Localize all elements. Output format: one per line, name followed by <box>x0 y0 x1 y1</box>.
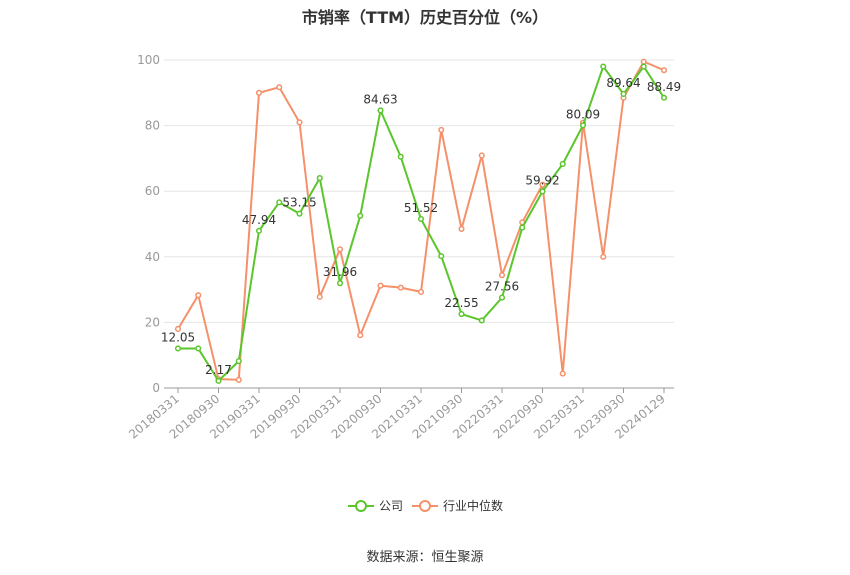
data-point-company[interactable] <box>539 188 546 195</box>
data-point-company[interactable] <box>397 153 404 160</box>
data-point-company[interactable] <box>276 199 283 206</box>
data-label: 89.64 <box>606 76 640 90</box>
y-tick-label-20: 20 <box>145 315 160 329</box>
data-label: 27.56 <box>485 280 519 294</box>
data-source: 数据来源：恒生聚源 <box>366 550 484 565</box>
data-label: 59.92 <box>525 173 559 187</box>
data-point-industry[interactable] <box>498 272 506 279</box>
data-label: 51.52 <box>404 201 438 215</box>
data-point-company[interactable] <box>660 94 668 101</box>
data-point-industry[interactable] <box>660 67 668 74</box>
data-point-company[interactable] <box>600 63 607 70</box>
legend-marker-company <box>355 500 367 512</box>
data-point-company[interactable] <box>255 227 263 234</box>
data-point-company[interactable] <box>417 215 425 223</box>
data-point-company[interactable] <box>195 345 202 352</box>
data-point-company[interactable] <box>316 175 323 182</box>
data-point-company[interactable] <box>620 90 627 98</box>
data-point-industry[interactable] <box>276 84 283 91</box>
data-point-company[interactable] <box>174 345 182 352</box>
data-label: 80.09 <box>566 107 600 121</box>
data-point-industry[interactable] <box>438 126 445 133</box>
legend-label-industry: 行业中位数 <box>443 498 503 513</box>
data-point-industry[interactable] <box>458 225 465 232</box>
legend-item-industry[interactable]: 行业中位数 <box>412 498 503 513</box>
data-point-company[interactable] <box>336 280 344 287</box>
data-point-company[interactable] <box>640 63 647 70</box>
data-point-company[interactable] <box>215 377 222 384</box>
label-layer: 12.05 2.17 47.94 53.15 31.96 84.63 51.52 22.55 2… <box>161 76 681 377</box>
data-point-company[interactable] <box>458 310 465 318</box>
y-tick-label-100: 100 <box>137 53 160 67</box>
data-label: 2.17 <box>205 363 232 377</box>
data-point-industry[interactable] <box>316 293 323 300</box>
data-point-company[interactable] <box>498 294 506 301</box>
data-point-industry[interactable] <box>235 376 242 383</box>
data-point-company[interactable] <box>357 212 364 219</box>
data-point-company[interactable] <box>579 122 587 129</box>
data-point-company[interactable] <box>296 210 303 217</box>
data-point-company[interactable] <box>478 317 485 324</box>
data-point-company[interactable] <box>559 160 566 168</box>
legend-item-company[interactable]: 公司 <box>348 499 403 513</box>
data-point-industry[interactable] <box>559 370 566 377</box>
data-label: 84.63 <box>363 92 397 106</box>
legend-marker-industry <box>419 500 431 512</box>
data-label: 22.55 <box>444 296 478 310</box>
y-tick-label-60: 60 <box>145 184 160 198</box>
data-point-industry[interactable] <box>357 332 364 339</box>
data-point-company[interactable] <box>377 107 384 114</box>
legend[interactable]: 公司 行业中位数 <box>348 498 503 513</box>
data-point-industry[interactable] <box>377 282 384 289</box>
data-point-company[interactable] <box>235 358 242 365</box>
data-point-industry[interactable] <box>600 253 607 260</box>
data-point-industry[interactable] <box>296 119 303 126</box>
data-point-industry[interactable] <box>195 292 202 299</box>
data-label: 88.49 <box>647 80 681 94</box>
data-point-industry[interactable] <box>417 288 425 295</box>
data-point-industry[interactable] <box>640 58 647 65</box>
data-point-industry[interactable] <box>174 325 182 333</box>
data-point-industry[interactable] <box>255 89 263 96</box>
data-label: 53.15 <box>282 196 316 210</box>
data-point-industry[interactable] <box>397 284 404 291</box>
y-tick-label-80: 80 <box>145 119 160 133</box>
chart-title: 市销率（TTM）历史百分位（%） <box>301 8 549 27</box>
data-label: 31.96 <box>323 265 357 279</box>
data-label: 12.05 <box>161 330 195 344</box>
grid-layer <box>164 59 674 323</box>
data-point-industry[interactable] <box>478 152 485 159</box>
data-point-company[interactable] <box>519 224 526 231</box>
data-label: 47.94 <box>242 213 276 227</box>
data-point-industry[interactable] <box>336 246 344 253</box>
legend-label-company: 公司 <box>379 499 403 513</box>
y-tick-label-40: 40 <box>145 250 160 264</box>
data-point-company[interactable] <box>438 253 445 260</box>
data-point-industry[interactable] <box>539 181 546 188</box>
y-tick-label-0: 0 <box>152 381 160 395</box>
series-layer <box>174 58 668 384</box>
